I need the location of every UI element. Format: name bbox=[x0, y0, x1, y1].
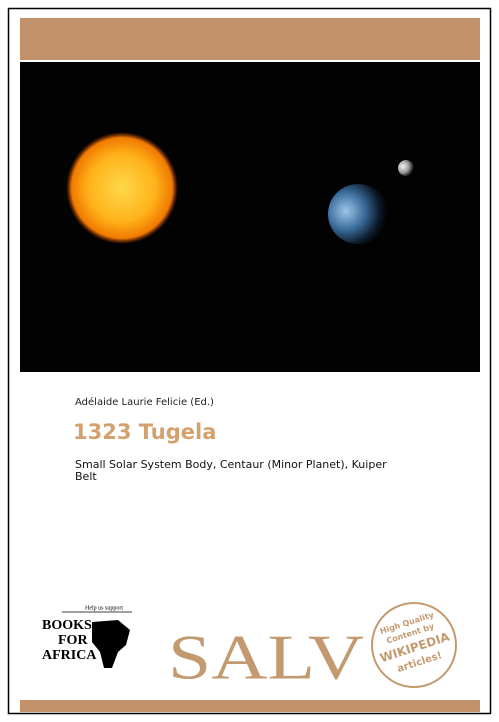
logo-line: FOR bbox=[58, 633, 88, 648]
publisher: SALV bbox=[168, 622, 364, 693]
logo-line: BOOKS bbox=[42, 618, 92, 633]
subtitle-line: Belt bbox=[75, 470, 97, 483]
top-band bbox=[20, 18, 480, 60]
book-cover: Adélaide Laurie Felicie (Ed.) 1323 Tugel… bbox=[0, 0, 499, 722]
moon bbox=[398, 160, 414, 176]
wikipedia-badge: High Quality Content by WIKIPEDIA articl… bbox=[372, 603, 456, 687]
sun bbox=[66, 132, 178, 244]
bottom-band bbox=[20, 700, 480, 712]
title: 1323 Tugela bbox=[73, 420, 216, 444]
subtitle-line: Small Solar System Body, Centaur (Minor … bbox=[75, 458, 387, 471]
logo-line: AFRICA bbox=[42, 648, 97, 663]
logo-tagline: Help us support bbox=[85, 605, 123, 611]
author: Adélaide Laurie Felicie (Ed.) bbox=[75, 396, 214, 408]
planet bbox=[328, 184, 388, 244]
